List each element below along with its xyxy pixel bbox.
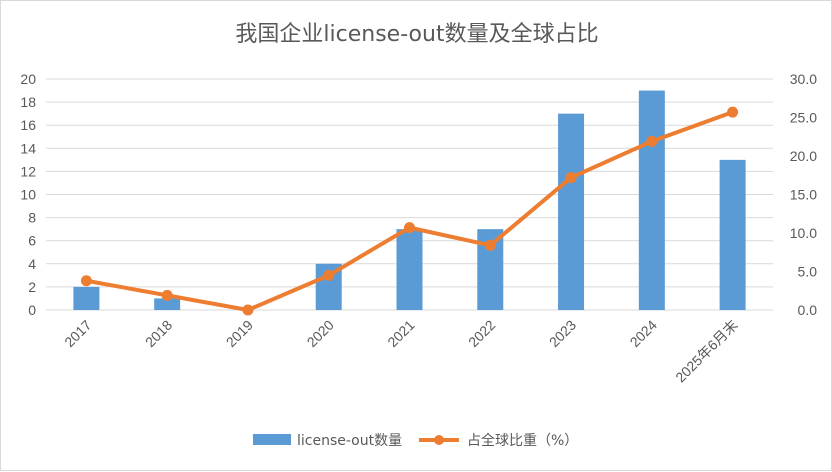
chart-title: 我国企业license-out数量及全球占比 xyxy=(235,22,598,47)
legend-bar-label: license-out数量 xyxy=(297,433,402,449)
line-series xyxy=(80,106,739,316)
left-axis-tick-label: 14 xyxy=(20,140,36,156)
left-axis-tick-label: 4 xyxy=(28,256,36,272)
bar-series xyxy=(73,90,746,311)
x-axis-tick-label: 2018 xyxy=(142,317,175,350)
watermark-logo-dot-icon xyxy=(29,445,39,455)
line-point-2019 xyxy=(242,304,254,316)
right-axis-tick-label: 15.0 xyxy=(790,187,817,203)
legend-line-label: 占全球比重（%） xyxy=(467,432,578,449)
right-axis-ticks: 0.0 5.0 10.0 15.0 20.0 25.0 30.0 xyxy=(790,71,817,318)
x-axis-tick-label: 2019 xyxy=(223,317,256,350)
line-point-2020 xyxy=(323,269,335,281)
x-axis-tick-label: 2024 xyxy=(627,317,660,350)
x-axis-tick-label: 2020 xyxy=(303,317,336,350)
legend-bar-swatch xyxy=(253,434,291,445)
watermark: 六数跨境 xyxy=(12,445,99,465)
line-point-2018 xyxy=(161,289,173,301)
left-axis-tick-label: 10 xyxy=(20,187,36,203)
bar-2025年6月末 xyxy=(719,159,746,310)
bar-2017 xyxy=(73,286,100,310)
legend-line-marker xyxy=(434,435,444,445)
right-axis-tick-label: 5.0 xyxy=(798,264,818,280)
line-point-2021 xyxy=(404,222,415,234)
x-axis-tick-label: 2022 xyxy=(465,317,498,350)
right-axis-tick-label: 30.0 xyxy=(790,71,817,87)
left-axis-tick-label: 2 xyxy=(28,279,36,295)
x-axis-tick-label: 2023 xyxy=(546,317,579,350)
watermark-logo-icon xyxy=(12,446,30,464)
left-axis-tick-label: 20 xyxy=(20,71,36,87)
right-axis-tick-label: 20.0 xyxy=(790,148,817,164)
bar-2021 xyxy=(396,229,423,310)
line-point-2024 xyxy=(646,135,658,147)
line-point-2017 xyxy=(80,275,92,287)
left-axis-ticks: 0 2 4 6 8 10 12 14 16 18 20 xyxy=(20,71,36,318)
bar-2023 xyxy=(558,113,585,311)
left-axis-tick-label: 12 xyxy=(20,163,36,179)
x-axis-tick-label: 2021 xyxy=(384,317,417,350)
left-axis-tick-label: 16 xyxy=(20,117,36,133)
left-axis-tick-label: 18 xyxy=(20,94,36,110)
x-axis-ticks: 2017 2018 2019 2020 2021 2022 2023 2024 2025年6月末 xyxy=(61,317,741,386)
right-axis-tick-label: 0.0 xyxy=(798,302,818,318)
x-axis-tick-label: 2017 xyxy=(61,317,94,350)
line-point-2023 xyxy=(565,172,577,184)
line-point-2022 xyxy=(484,239,496,251)
bar-2024 xyxy=(638,90,665,310)
bar-2018 xyxy=(154,298,181,310)
right-axis-tick-label: 10.0 xyxy=(790,225,817,241)
left-axis-tick-label: 8 xyxy=(28,210,36,226)
line-point-2025年6月末 xyxy=(727,106,739,118)
left-axis-tick-label: 6 xyxy=(28,233,36,249)
right-axis-tick-label: 25.0 xyxy=(790,110,817,126)
legend: license-out数量 占全球比重（%） xyxy=(253,432,578,449)
left-axis-tick-label: 0 xyxy=(28,302,36,318)
watermark-text: 六数跨境 xyxy=(43,448,99,465)
x-axis-tick-label: 2025年6月末 xyxy=(672,317,741,386)
